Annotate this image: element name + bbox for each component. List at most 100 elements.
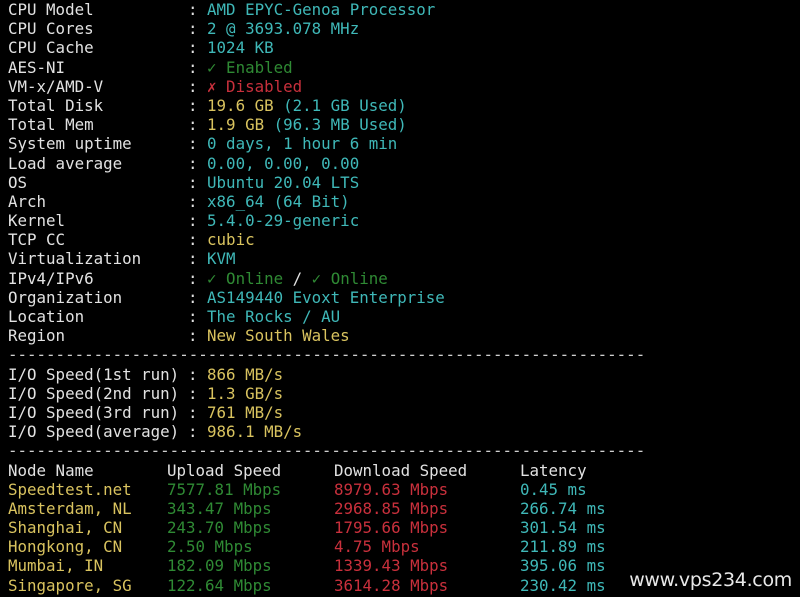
colon: : <box>188 0 208 19</box>
colon: : <box>188 326 208 346</box>
colon: : <box>188 191 208 211</box>
io-value: 1.3 GB/s <box>207 383 284 403</box>
io-row: I/O Speed(2nd run): 1.3 GB/s <box>8 384 283 403</box>
info-row: CPU Cores: 2 @ 3693.078 MHz <box>8 19 359 38</box>
latency: 230.42 ms <box>520 575 606 595</box>
latency: 211.89 ms <box>520 537 606 557</box>
info-value: 0.00, 0.00, 0.00 <box>207 153 360 173</box>
latency: 395.06 ms <box>520 556 606 576</box>
latency: 266.74 ms <box>520 498 606 518</box>
info-row: Region: New South Wales <box>8 326 350 345</box>
info-row: IPv4/IPv6: ✓ Online / ✓ Online <box>8 269 388 288</box>
upload-speed: 343.47 Mbps <box>167 498 272 518</box>
table-row: Hongkong, CN 2.50 Mbps 4.75 Mbps 211.89 ms <box>8 537 606 556</box>
info-label: Region <box>8 326 66 346</box>
io-value: 986.1 MB/s <box>207 422 303 442</box>
info-value: ✗ Disabled <box>207 76 303 96</box>
info-row: VM-x/AMD-V: ✗ Disabled <box>8 77 302 96</box>
info-label: CPU Cache <box>8 38 94 58</box>
colon: : <box>188 402 208 422</box>
info-label: Total Mem <box>8 115 94 135</box>
colon: : <box>188 95 208 115</box>
system-info: CPU Model: AMD EPYC-Genoa Processor CPU C… <box>8 0 645 345</box>
separator: ----------------------------------------… <box>8 441 646 461</box>
upload-speed: 7577.81 Mbps <box>167 479 282 499</box>
colon: : <box>188 211 208 231</box>
info-value: New South Wales <box>207 326 350 346</box>
info-label: CPU Model <box>8 0 94 19</box>
info-value: ✓ Online <box>311 268 388 288</box>
node-name: Hongkong, CN <box>8 537 123 557</box>
colon: : <box>188 172 208 192</box>
info-value: KVM <box>207 249 236 269</box>
info-value: 2 @ 3693.078 MHz <box>207 19 360 39</box>
download-speed: 1795.66 Mbps <box>334 518 449 538</box>
info-label: AES-NI <box>8 57 66 77</box>
download-speed: 3614.28 Mbps <box>334 575 449 595</box>
colon: : <box>188 287 208 307</box>
info-value: 19.6 GB <box>207 95 274 115</box>
node-name: Amsterdam, NL <box>8 498 132 518</box>
info-value: AS149440 Evoxt Enterprise <box>207 287 445 307</box>
table-row: Mumbai, IN 182.09 Mbps 1339.43 Mbps 395.06 … <box>8 556 606 575</box>
latency: 301.54 ms <box>520 518 606 538</box>
io-row: I/O Speed(1st run): 866 MB/s <box>8 365 283 384</box>
info-value: Ubuntu 20.04 LTS <box>207 172 360 192</box>
colon: : <box>188 57 208 77</box>
node-name: Singapore, SG <box>8 575 132 595</box>
latency: 0.45 ms <box>520 479 587 499</box>
speedtest-header: Node Name Upload Speed Download Speed Laten… <box>8 461 587 480</box>
upload-speed: 182.09 Mbps <box>167 556 272 576</box>
info-row: Total Disk: 19.6 GB (2.1 GB Used) <box>8 96 407 115</box>
upload-speed: 243.70 Mbps <box>167 518 272 538</box>
info-value: 0 days, 1 hour 6 min <box>207 134 398 154</box>
info-value: 1024 KB <box>207 38 274 58</box>
speedtest-table: Speedtest.net 7577.81 Mbps 8979.63 Mbps 0.4… <box>8 480 645 595</box>
info-value: / <box>283 268 312 288</box>
info-row: TCP CC: cubic <box>8 230 255 249</box>
colon: : <box>188 134 208 154</box>
download-speed: 8979.63 Mbps <box>334 479 449 499</box>
info-value: ✓ Enabled <box>207 57 293 77</box>
node-name: Speedtest.net <box>8 479 132 499</box>
table-row: Amsterdam, NL 343.47 Mbps 2968.85 Mbps 266.… <box>8 499 606 518</box>
header-upload: Upload Speed <box>167 460 282 480</box>
upload-speed: 122.64 Mbps <box>167 575 272 595</box>
info-value: 1.9 GB <box>207 115 265 135</box>
info-row: Virtualization: KVM <box>8 249 236 268</box>
io-label: I/O Speed(1st run) <box>8 364 180 384</box>
info-row: Load average: 0.00, 0.00, 0.00 <box>8 154 359 173</box>
info-value: x86_64 (64 Bit) <box>207 191 350 211</box>
colon: : <box>188 153 208 173</box>
info-row: Total Mem: 1.9 GB (96.3 MB Used) <box>8 115 407 134</box>
info-value: (96.3 MB Used) <box>264 115 407 135</box>
info-value: AMD EPYC-Genoa Processor <box>207 0 436 19</box>
io-value: 761 MB/s <box>207 402 284 422</box>
colon: : <box>188 268 208 288</box>
watermark: www.vps234.com <box>629 569 792 591</box>
info-label: VM-x/AMD-V <box>8 76 104 96</box>
io-row: I/O Speed(average): 986.1 MB/s <box>8 422 302 441</box>
header-download: Download Speed <box>334 460 468 480</box>
info-row: Kernel: 5.4.0-29-generic <box>8 211 359 230</box>
info-label: OS <box>8 172 28 192</box>
info-row: Organization: AS149440 Evoxt Enterprise <box>8 288 445 307</box>
download-speed: 1339.43 Mbps <box>334 556 449 576</box>
colon: : <box>188 19 208 39</box>
node-name: Shanghai, CN <box>8 518 123 538</box>
header-node-name: Node Name <box>8 460 94 480</box>
io-value: 866 MB/s <box>207 364 284 384</box>
info-value: 5.4.0-29-generic <box>207 211 360 231</box>
node-name: Mumbai, IN <box>8 556 104 576</box>
info-row: System uptime: 0 days, 1 hour 6 min <box>8 134 397 153</box>
info-label: Kernel <box>8 211 66 231</box>
info-row: Arch: x86_64 (64 Bit) <box>8 192 350 211</box>
info-row: AES-NI: ✓ Enabled <box>8 58 293 77</box>
colon: : <box>188 115 208 135</box>
header-latency: Latency <box>520 460 587 480</box>
colon: : <box>188 383 208 403</box>
table-row: Speedtest.net 7577.81 Mbps 8979.63 Mbps 0.4… <box>8 480 587 499</box>
info-label: IPv4/IPv6 <box>8 268 94 288</box>
info-value: cubic <box>207 230 255 250</box>
info-label: Total Disk <box>8 95 104 115</box>
